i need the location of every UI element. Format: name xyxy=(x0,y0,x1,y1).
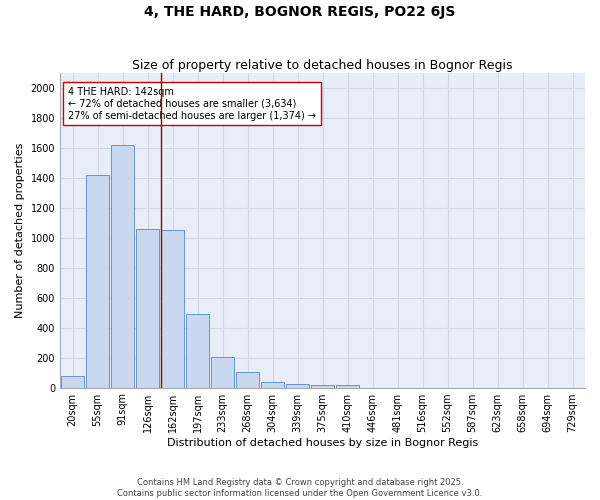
Bar xyxy=(61,376,84,388)
Bar xyxy=(336,386,359,388)
Text: 4, THE HARD, BOGNOR REGIS, PO22 6JS: 4, THE HARD, BOGNOR REGIS, PO22 6JS xyxy=(145,5,455,19)
Bar xyxy=(311,386,334,388)
X-axis label: Distribution of detached houses by size in Bognor Regis: Distribution of detached houses by size … xyxy=(167,438,478,448)
Bar xyxy=(86,175,109,388)
Text: 4 THE HARD: 142sqm
← 72% of detached houses are smaller (3,634)
27% of semi-deta: 4 THE HARD: 142sqm ← 72% of detached hou… xyxy=(68,88,316,120)
Bar xyxy=(136,229,159,388)
Bar xyxy=(211,357,234,388)
Title: Size of property relative to detached houses in Bognor Regis: Size of property relative to detached ho… xyxy=(132,59,513,72)
Bar xyxy=(261,382,284,388)
Bar xyxy=(111,145,134,388)
Y-axis label: Number of detached properties: Number of detached properties xyxy=(15,142,25,318)
Bar xyxy=(186,314,209,388)
Bar xyxy=(286,384,309,388)
Text: Contains HM Land Registry data © Crown copyright and database right 2025.
Contai: Contains HM Land Registry data © Crown c… xyxy=(118,478,482,498)
Bar xyxy=(161,230,184,388)
Bar xyxy=(236,372,259,388)
